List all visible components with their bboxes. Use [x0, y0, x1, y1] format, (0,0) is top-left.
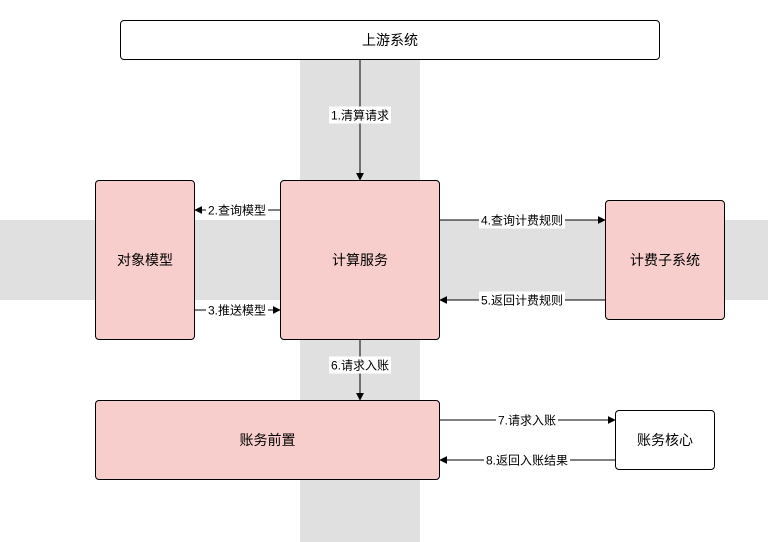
edge-8-label: 8.返回入账结果 — [484, 452, 570, 469]
edge-3-label: 3.推送模型 — [206, 302, 268, 319]
edge-6-label: 6.请求入账 — [329, 357, 391, 374]
edge-7-label: 7.请求入账 — [496, 412, 558, 429]
node-calc-label: 计算服务 — [332, 250, 388, 270]
edge-5-label: 5.返回计费规则 — [479, 292, 565, 309]
node-acct-front-label: 账务前置 — [240, 430, 296, 450]
node-calc: 计算服务 — [280, 180, 440, 340]
node-upstream-label: 上游系统 — [362, 30, 418, 50]
node-billing-label: 计费子系统 — [630, 250, 700, 270]
node-acct-front: 账务前置 — [95, 400, 440, 480]
node-billing: 计费子系统 — [605, 200, 725, 320]
node-acct-core: 账务核心 — [615, 410, 715, 470]
diagram-stage: 上游系统 对象模型 计算服务 计费子系统 账务前置 账务核心 1.清算请求 2.… — [0, 0, 768, 542]
edge-4-label: 4.查询计费规则 — [479, 212, 565, 229]
node-obj-model: 对象模型 — [95, 180, 195, 340]
edge-2-label: 2.查询模型 — [206, 202, 268, 219]
node-upstream: 上游系统 — [120, 20, 660, 60]
node-obj-model-label: 对象模型 — [117, 250, 173, 270]
edge-1-label: 1.清算请求 — [329, 107, 391, 124]
node-acct-core-label: 账务核心 — [637, 430, 693, 450]
